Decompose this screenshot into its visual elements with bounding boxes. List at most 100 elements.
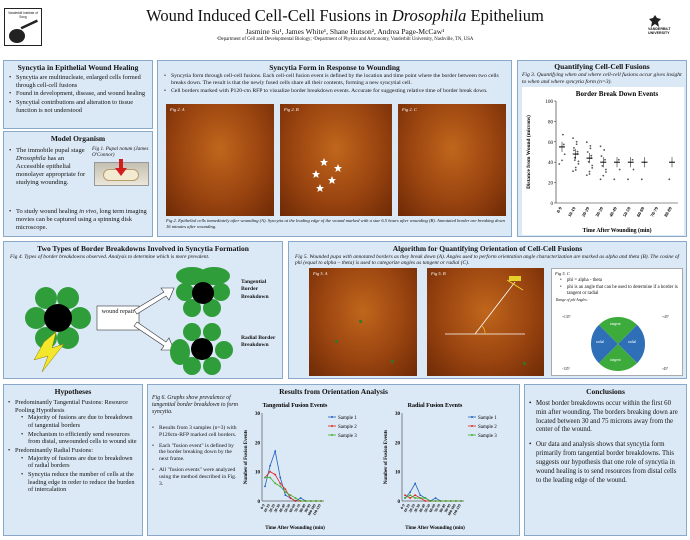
cell-cluster-tangential [176, 267, 230, 317]
y-tick-label: 10 [255, 471, 261, 476]
fig5-caption: Fig 5. Wounded pupa with annotated borde… [295, 254, 680, 267]
x-tick-label: 90-99 [444, 503, 452, 513]
star-markers [312, 158, 342, 192]
series-point [289, 494, 292, 497]
wheel-tangent-top: tangent [610, 322, 621, 326]
y-tick-label: 80 [548, 120, 554, 125]
fig1-caption: Fig 1. Pupal notum (James O'Connor) [92, 146, 149, 159]
data-point [668, 178, 671, 181]
series-point [419, 497, 422, 499]
data-point [586, 151, 589, 153]
data-point [640, 178, 643, 181]
y-tick-label: 0 [551, 202, 554, 207]
data-point [617, 158, 620, 161]
x-tick-label: 40-49 [418, 503, 426, 513]
oak-leaf-icon [649, 15, 661, 27]
y-tick-label: 30 [395, 412, 401, 417]
series-point [294, 497, 297, 499]
series-point [279, 482, 282, 485]
y-tick-label: 20 [255, 441, 261, 446]
fig-label: Fig 5. C [555, 271, 570, 276]
legend-marker [471, 416, 473, 418]
data-point [558, 163, 561, 165]
data-point [600, 155, 603, 157]
micrograph-5b: Fig 5. B [427, 268, 544, 376]
data-point [613, 178, 616, 181]
x-axis-label: Time After Wounding (min) [405, 526, 465, 531]
arrow-up-right-icon [133, 287, 175, 315]
data-point [605, 168, 607, 171]
legend-label: Sample 2 [338, 425, 357, 430]
bullet-list: Predominantly Tangential Fusions: Resour… [8, 399, 138, 494]
series-point [409, 497, 411, 499]
y-tick-label: 0 [398, 500, 401, 505]
arrow-down-icon [115, 159, 127, 176]
x-axis-label: Time After Wounding (min) [582, 227, 651, 234]
pupa-photo [94, 159, 149, 186]
title-italic: Drosophila [391, 6, 467, 25]
page-title: Wound Induced Cell-Cell Fusions in Droso… [60, 6, 630, 26]
panel-syncytia-role: Syncytia in Epithelial Wound Healing Syn… [3, 60, 153, 129]
cell-cluster-left [25, 287, 91, 349]
x-tick-label: 60-69 [429, 503, 437, 513]
panel-algorithm: Algorithm for Quantifying Orientation of… [288, 241, 687, 379]
x-tick-label: 40-49 [608, 205, 618, 217]
cell-cluster-radial [170, 323, 233, 375]
y-tick-label: 100 [546, 100, 554, 105]
bullet-list: phi = alpha - theta phi is an angle that… [560, 278, 678, 297]
data-point [631, 158, 634, 161]
range-label: Range of phi Angles: [556, 297, 588, 302]
right-logo-text: VANDERBILT UNIVERSITY [648, 27, 671, 35]
legend-marker [471, 434, 473, 436]
micrograph-2a: Fig 2. A [166, 104, 274, 216]
wheel-radial-left: radial [596, 340, 605, 344]
series-line [404, 482, 461, 502]
x-tick-label: 10-19 [263, 503, 271, 513]
panel-results: Results from Orientation Analysis Fig 6.… [147, 384, 520, 536]
series-point [434, 500, 437, 502]
bullet: All "fusion events" were analyzed using … [152, 467, 238, 487]
panel-title: Hypotheses [54, 387, 92, 396]
y-tick-label: 60 [548, 141, 554, 146]
x-tick-label: 110-119 [312, 503, 322, 516]
series-point [269, 476, 271, 479]
wheel-tangent-bottom: tangent [610, 358, 621, 362]
data-point [585, 141, 588, 144]
series-point [304, 500, 307, 502]
bullet: Most border breakdowns occur within the … [529, 400, 682, 435]
bullet: Each "fusion event" is defined by the bo… [152, 443, 238, 463]
legend-label: Sample 3 [338, 434, 357, 439]
y-tick-label: 20 [548, 182, 554, 187]
panel-title: Conclusions [586, 387, 625, 396]
fig3-caption: Fig 3. Quantifying when and where cell-c… [522, 72, 682, 85]
series-point [449, 500, 452, 502]
bullet: phi is an angle that can be used to dete… [560, 285, 678, 297]
data-point [587, 160, 590, 163]
wheel-deg-tl: +135° [562, 315, 571, 319]
panel-syncytia-form: Syncytia Form in Response to Wounding Sy… [157, 60, 512, 237]
wheel-deg-bl: -135° [562, 367, 571, 371]
data-point [561, 159, 563, 162]
data-point [601, 164, 604, 167]
chart-box: Border Break Down Events 0 20 40 60 80 100 0-9 1… [522, 87, 684, 235]
legend-marker [471, 425, 473, 427]
series-point [460, 500, 462, 502]
series-point [284, 488, 287, 491]
x-tick-label: 20-29 [408, 503, 416, 513]
x-tick-label: 0-9 [555, 205, 563, 213]
y-tick-label: 40 [548, 161, 554, 166]
breakdown-diagram [25, 267, 233, 375]
series-point [269, 470, 271, 473]
bullet: Results from 3 samples (n=3) with P120ct… [152, 425, 238, 439]
series-point [284, 491, 287, 494]
phi-angle-wheel [591, 317, 645, 371]
x-tick-label: 40-49 [278, 503, 286, 513]
panel-title: Quantifying Cell-Cell Fusions [554, 62, 650, 71]
fig-label: Fig 5. B [431, 271, 446, 276]
x-tick-label: 50-59 [423, 503, 431, 513]
data-point [573, 147, 575, 149]
radial-label: Radial Border Breakdown [241, 335, 276, 349]
y-tick-label: 20 [395, 441, 401, 446]
title-end: Epithelium [466, 6, 544, 25]
bullet: The immobile pupal stage Drosophila has … [9, 147, 91, 187]
